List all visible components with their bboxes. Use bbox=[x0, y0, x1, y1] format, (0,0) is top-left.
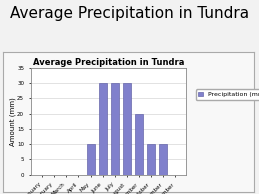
Bar bbox=[99, 83, 107, 175]
Title: Average Precipitation in Tundra: Average Precipitation in Tundra bbox=[33, 58, 184, 67]
Bar bbox=[159, 144, 167, 175]
Bar bbox=[123, 83, 131, 175]
Bar bbox=[147, 144, 155, 175]
Legend: Precipitation (mm): Precipitation (mm) bbox=[196, 89, 259, 100]
Bar bbox=[87, 144, 95, 175]
Bar bbox=[135, 114, 143, 175]
Text: Average Precipitation in Tundra: Average Precipitation in Tundra bbox=[10, 6, 249, 21]
Bar bbox=[111, 83, 119, 175]
Y-axis label: Amount (mm): Amount (mm) bbox=[9, 97, 16, 146]
